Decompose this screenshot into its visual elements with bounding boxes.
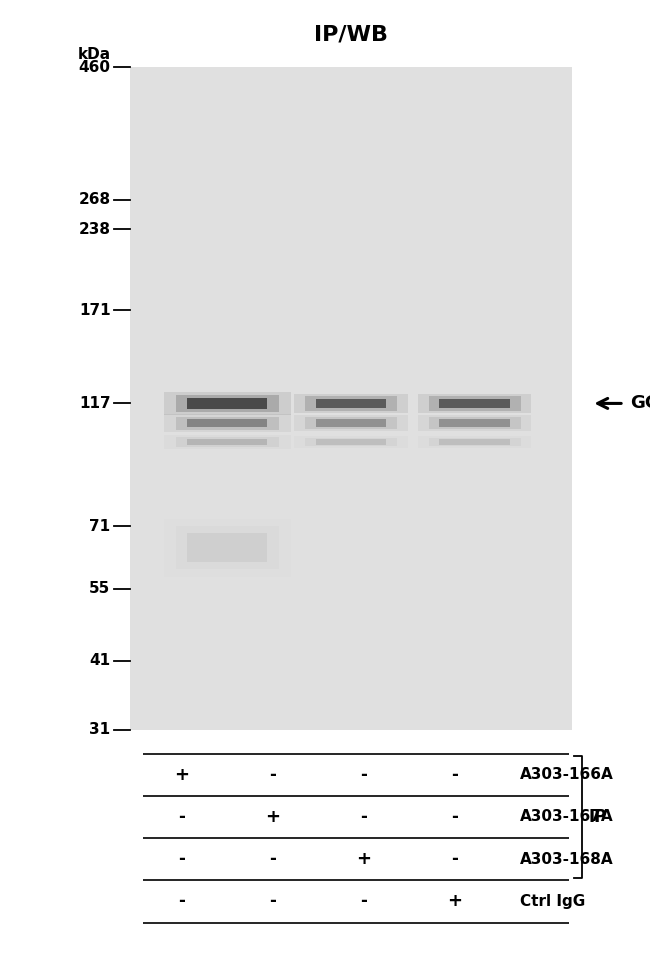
Bar	[439, 420, 510, 427]
Bar	[294, 394, 408, 413]
Bar	[429, 438, 521, 446]
Text: -: -	[179, 851, 185, 868]
Text: -: -	[361, 893, 367, 910]
Bar	[164, 415, 291, 432]
Text: -: -	[270, 893, 276, 910]
Text: GCFC1: GCFC1	[630, 395, 650, 413]
Bar	[187, 397, 267, 409]
Bar	[305, 396, 397, 411]
Bar	[176, 395, 279, 412]
Bar	[294, 436, 408, 447]
Bar	[164, 519, 291, 577]
Bar	[164, 392, 291, 415]
Text: -: -	[179, 893, 185, 910]
Bar	[439, 398, 510, 408]
Bar	[187, 534, 267, 563]
Text: +: +	[356, 851, 372, 868]
Text: -: -	[270, 766, 276, 783]
Text: -: -	[361, 808, 367, 826]
Text: 460: 460	[79, 60, 110, 75]
Text: -: -	[452, 766, 458, 783]
Text: IP/WB: IP/WB	[314, 24, 388, 44]
Bar	[187, 439, 267, 445]
Text: 71: 71	[90, 518, 110, 534]
Text: -: -	[452, 808, 458, 826]
Text: 171: 171	[79, 302, 110, 318]
Text: 117: 117	[79, 396, 110, 411]
Text: A303-167A: A303-167A	[520, 809, 614, 825]
Bar	[439, 439, 510, 444]
Text: 268: 268	[79, 192, 110, 207]
Bar	[305, 418, 397, 429]
Text: kDa: kDa	[77, 47, 110, 62]
Bar	[316, 439, 386, 444]
Text: 238: 238	[79, 222, 110, 236]
Text: Ctrl IgG: Ctrl IgG	[520, 894, 585, 909]
Text: A303-168A: A303-168A	[520, 852, 614, 867]
Bar	[176, 417, 279, 429]
Bar	[418, 436, 531, 447]
Text: 55: 55	[89, 582, 111, 596]
Bar	[187, 419, 267, 427]
Bar	[429, 418, 521, 429]
Text: +: +	[265, 808, 281, 826]
Text: IP: IP	[588, 808, 606, 826]
Text: -: -	[270, 851, 276, 868]
Bar	[418, 416, 531, 431]
Text: 41: 41	[90, 654, 110, 668]
Text: 31: 31	[90, 722, 110, 737]
Bar	[305, 438, 397, 446]
Bar	[316, 398, 386, 408]
Bar	[316, 420, 386, 427]
Bar	[164, 435, 291, 448]
Text: -: -	[361, 766, 367, 783]
Text: +: +	[174, 766, 190, 783]
Bar	[418, 394, 531, 413]
Bar	[176, 526, 279, 569]
Bar	[130, 67, 572, 730]
Text: -: -	[452, 851, 458, 868]
Text: +: +	[447, 893, 463, 910]
Text: -: -	[179, 808, 185, 826]
Bar	[429, 396, 521, 411]
Text: A303-166A: A303-166A	[520, 767, 614, 782]
Bar	[294, 416, 408, 431]
Bar	[176, 437, 279, 447]
